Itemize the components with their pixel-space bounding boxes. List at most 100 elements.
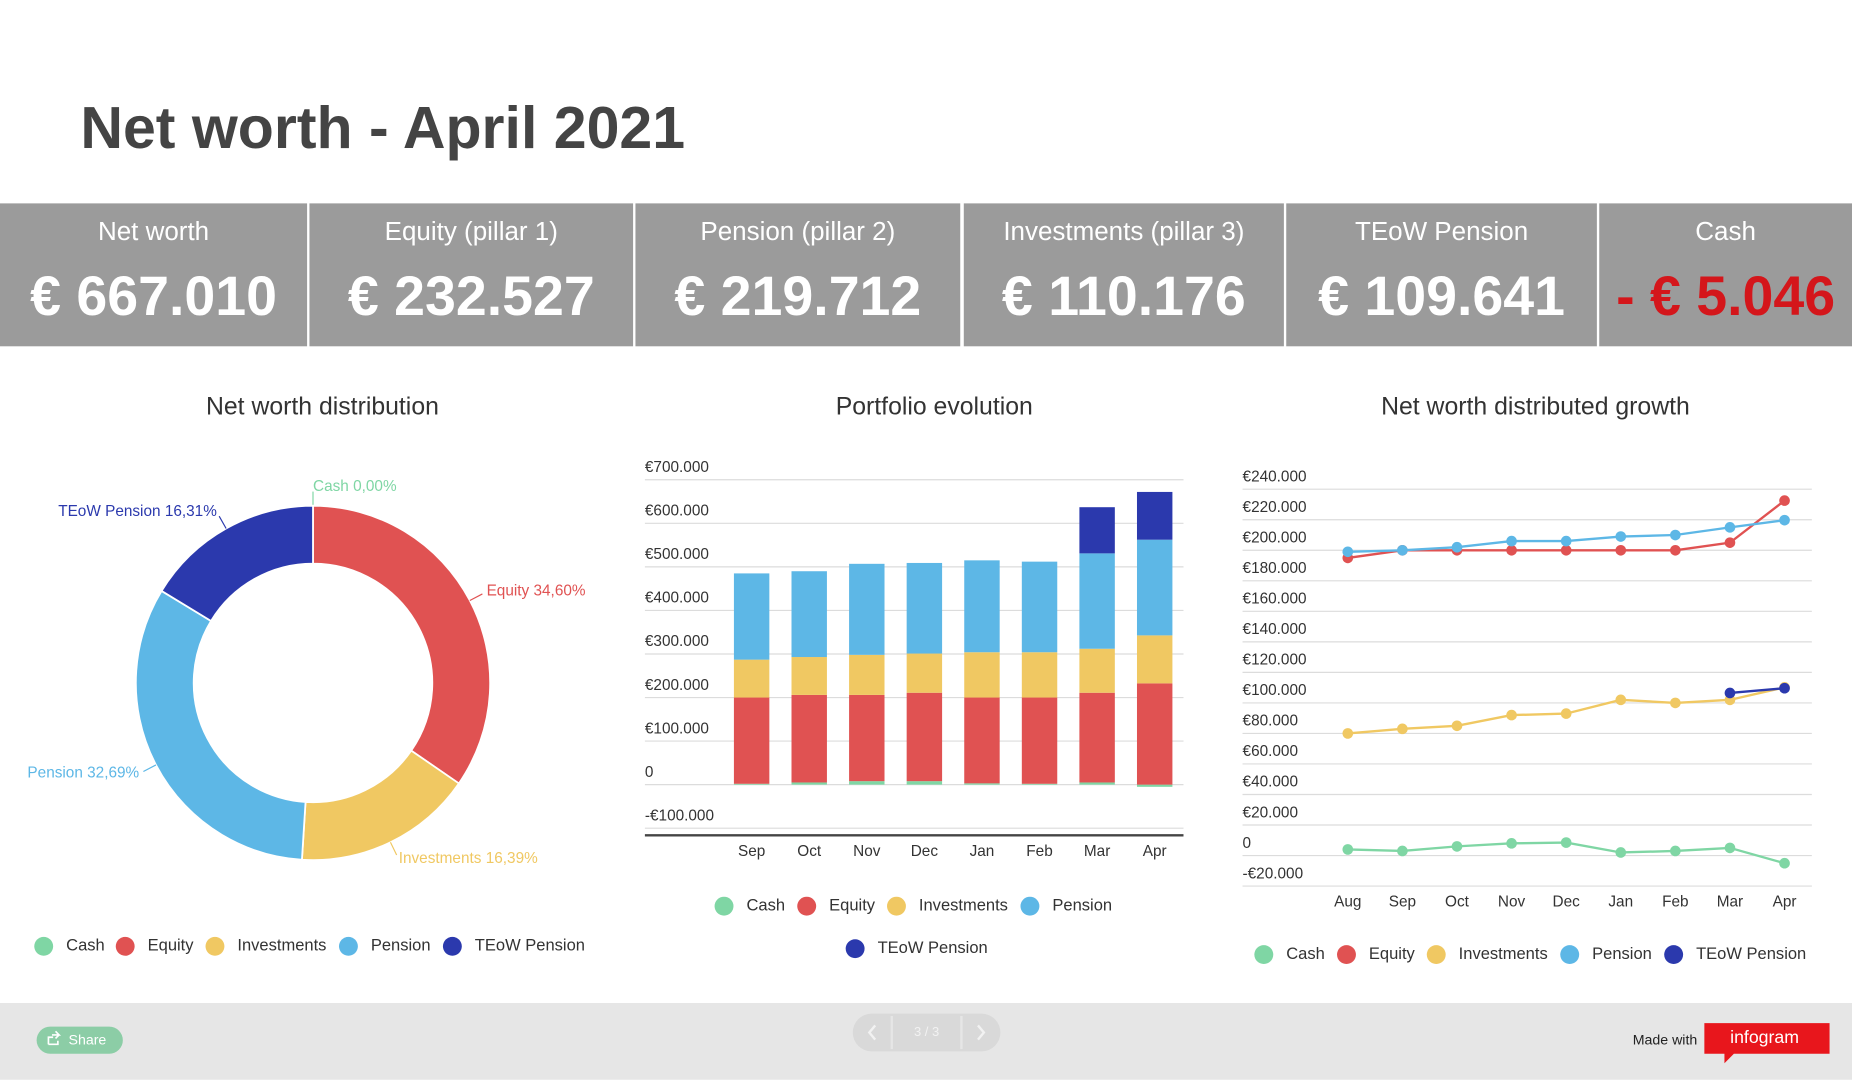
data-point [1615,847,1627,858]
pager-box [852,1013,1001,1052]
bar-segment [1079,648,1115,693]
legend-label: Investments [919,896,1008,915]
donut-slice [312,504,492,785]
x-tick-label: Apr [1143,843,1167,860]
data-point [1506,709,1517,721]
legend-label: Cash [746,896,785,915]
legend-label: Equity [1369,944,1416,963]
series-line [1729,687,1785,695]
slice-label: TEoW Pension 16,31% [58,503,217,520]
x-tick-label: Nov [853,843,881,860]
data-point [1779,857,1790,869]
x-tick-label: Jan [1608,894,1633,911]
share-label[interactable]: Share [69,1033,107,1049]
data-point [1397,723,1408,735]
slice-value: 34,60% [533,583,585,600]
bar-segment [1079,692,1115,783]
brand-shape[interactable] [1704,1023,1830,1064]
brand-label[interactable]: infogram [1730,1027,1799,1047]
legend-label: TEoW Pension [878,938,988,957]
legend-label: Cash [66,936,105,955]
slice-label: Investments 16,39% [399,850,538,867]
data-point [1342,728,1354,739]
y-tick-label: -€100.000 [645,807,714,824]
bar-segment [1079,507,1115,554]
y-tick-label: €100.000 [645,720,709,737]
legend-label: Pension [1052,896,1112,915]
bar-segment [791,694,827,783]
chart-title: Net worth distributed growth [1381,393,1690,420]
slice-name: TEoW Pension [58,503,160,520]
kpi-box [963,203,1284,347]
data-point [1779,495,1790,506]
y-tick-label: 0 [1243,835,1252,852]
kpi-value: € 667.010 [30,265,277,327]
y-tick-label: €180.000 [1243,560,1307,577]
slice-value: 16,39% [486,850,538,867]
kpi-label: TEoW Pension [1355,216,1528,246]
legend-swatch [1337,945,1356,965]
x-tick-label: Oct [797,843,822,860]
leader-line [218,515,227,529]
legend-label: Pension [371,936,431,955]
x-tick-label: Oct [1445,894,1470,911]
bar-segment [906,653,943,693]
legend-swatch [1664,945,1684,965]
donut-slice [134,589,307,861]
bar-segment [964,697,1000,784]
legend-label: TEoW Pension [1696,944,1806,963]
kpi-box [635,203,961,347]
bar-segment [964,652,1000,698]
y-tick-label: €200.000 [1243,530,1307,547]
share-button[interactable]: Share [36,1026,123,1054]
leader-line [143,764,157,772]
kpi-box [0,203,308,347]
bar-segment [906,562,943,654]
data-point [1506,535,1517,547]
bar-segment [733,697,770,784]
kpi-label: Investments (pillar 3) [1003,216,1244,246]
bar-segment [791,571,827,658]
brand-badge[interactable]: infogram [1704,1023,1830,1064]
legend-label: Equity [148,936,195,955]
x-tick-label: Apr [1773,894,1797,911]
data-point [1560,544,1572,556]
kpi-label: Net worth [98,216,209,246]
share-icon [47,1030,62,1046]
kpi-value: € 109.641 [1318,265,1565,327]
data-point [1560,837,1572,848]
y-tick-label: €100.000 [1243,682,1307,699]
legend-swatch [1560,945,1580,965]
bar-segment [1136,635,1173,684]
bar-segment [906,692,943,782]
y-tick-label: -€20.000 [1243,865,1304,882]
data-point [1670,544,1681,556]
slice-label: Equity 34,60% [487,583,586,600]
data-point [1451,841,1463,852]
legend-swatch [845,939,865,959]
kpi-value: - € 5.046 [1616,265,1835,327]
kpi-box [1599,203,1852,347]
next-button[interactable] [977,1024,986,1041]
slice-name: Investments [399,850,482,867]
bar-segment [964,560,1000,653]
prev-button[interactable] [867,1024,877,1041]
x-tick-label: Aug [1334,894,1361,911]
bar-segment [849,781,885,785]
y-tick-label: 0 [645,764,654,781]
y-tick-label: €20.000 [1243,804,1298,821]
bar-segment [1021,697,1058,784]
x-tick-label: Mar [1717,894,1743,911]
bar-segment [906,781,943,785]
kpi-label: Pension (pillar 2) [700,216,895,246]
kpi-value: € 232.527 [348,265,595,327]
legend-swatch [205,936,225,956]
bar-segment [1021,783,1058,785]
slice-value: 32,69% [87,765,139,782]
x-tick-label: Feb [1026,843,1052,860]
x-tick-label: Feb [1662,894,1688,911]
slice-value: 16,31% [165,503,217,520]
data-point [1342,844,1354,855]
data-point [1506,544,1517,556]
data-point [1779,514,1790,526]
